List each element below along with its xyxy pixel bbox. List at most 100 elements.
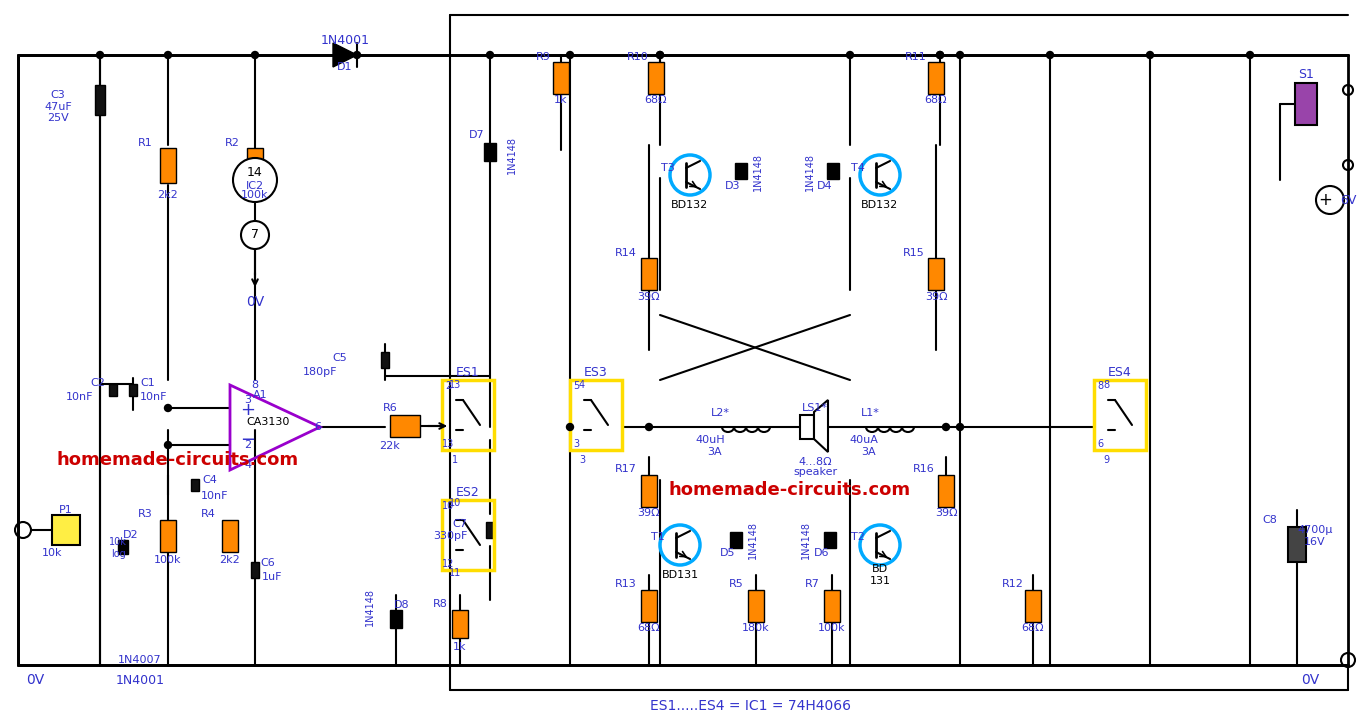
Text: 3: 3 — [572, 439, 579, 449]
Text: BD131: BD131 — [661, 570, 698, 580]
Text: BD
131: BD 131 — [870, 564, 891, 586]
Bar — [1094, 380, 1146, 450]
Text: ES2: ES2 — [456, 486, 479, 499]
Bar — [570, 380, 622, 450]
Circle shape — [486, 51, 493, 59]
Text: 3: 3 — [245, 395, 251, 405]
Circle shape — [847, 51, 854, 59]
Text: 10nF: 10nF — [201, 491, 228, 501]
Text: 1N4148: 1N4148 — [749, 521, 758, 559]
Text: 4: 4 — [579, 380, 585, 390]
Bar — [117, 540, 128, 554]
Circle shape — [97, 51, 104, 59]
Circle shape — [567, 424, 574, 431]
Text: 2: 2 — [445, 381, 451, 391]
Text: C1: C1 — [141, 378, 156, 388]
Text: 10nF: 10nF — [141, 392, 168, 402]
Text: 6V: 6V — [1340, 193, 1356, 206]
Text: 25V: 25V — [46, 113, 68, 123]
Text: S1: S1 — [1298, 69, 1314, 82]
Polygon shape — [333, 43, 357, 67]
Text: 16V: 16V — [1305, 537, 1326, 547]
Circle shape — [956, 424, 963, 431]
Text: 1: 1 — [452, 455, 458, 465]
Text: LS1*: LS1* — [802, 403, 828, 413]
Text: R6: R6 — [382, 403, 398, 413]
Circle shape — [657, 51, 664, 59]
Text: 13: 13 — [449, 380, 462, 390]
Text: R5: R5 — [728, 579, 743, 589]
Text: −: − — [240, 431, 255, 449]
Bar — [735, 163, 747, 179]
Circle shape — [1146, 51, 1153, 59]
Text: 1N4148: 1N4148 — [365, 588, 376, 626]
Text: R14: R14 — [615, 248, 637, 258]
Text: R3: R3 — [138, 509, 153, 519]
Text: 11: 11 — [449, 568, 462, 578]
Text: C4: C4 — [202, 475, 217, 485]
Text: 13: 13 — [441, 439, 454, 449]
Text: 6: 6 — [314, 422, 321, 432]
Circle shape — [943, 424, 949, 431]
Text: 10k: 10k — [42, 548, 63, 558]
Circle shape — [354, 51, 361, 59]
Bar — [223, 520, 238, 552]
Text: L1*: L1* — [861, 408, 880, 418]
Text: D1: D1 — [337, 62, 352, 72]
Text: 330pF: 330pF — [433, 531, 467, 541]
Text: R13: R13 — [615, 579, 637, 589]
Text: 10k
log: 10k log — [109, 537, 127, 559]
Bar — [486, 522, 494, 538]
Text: R16: R16 — [912, 464, 934, 474]
Text: 2k2: 2k2 — [220, 555, 240, 565]
Bar — [928, 62, 944, 94]
Text: R9: R9 — [535, 52, 550, 62]
Text: T3: T3 — [661, 163, 675, 173]
Text: 39Ω: 39Ω — [925, 292, 947, 302]
Circle shape — [164, 442, 172, 448]
Text: ES4: ES4 — [1108, 366, 1132, 379]
Bar — [443, 500, 494, 570]
Text: R4: R4 — [201, 509, 216, 519]
Bar — [824, 532, 836, 548]
Text: C6: C6 — [261, 558, 276, 568]
Bar — [1024, 590, 1041, 622]
Text: 100k: 100k — [818, 623, 846, 633]
Text: 10: 10 — [449, 498, 462, 508]
Bar — [381, 352, 389, 368]
Bar — [800, 415, 814, 439]
Text: 22k: 22k — [380, 441, 400, 451]
Text: 4...8Ω: 4...8Ω — [798, 457, 832, 467]
Text: D5: D5 — [720, 548, 736, 558]
Text: 4: 4 — [245, 460, 251, 470]
Text: 1N4007: 1N4007 — [119, 655, 161, 665]
Bar — [109, 384, 117, 396]
Bar — [96, 85, 105, 115]
Text: T2: T2 — [851, 532, 865, 542]
Text: 68Ω: 68Ω — [645, 95, 668, 105]
Text: 0V: 0V — [246, 295, 264, 309]
Text: T4: T4 — [851, 163, 865, 173]
Text: CA3130: CA3130 — [246, 417, 290, 427]
Text: 12: 12 — [441, 559, 454, 569]
Text: D2: D2 — [123, 530, 139, 540]
Text: +: + — [1318, 191, 1332, 209]
Circle shape — [240, 221, 269, 249]
Text: 4700μ: 4700μ — [1298, 525, 1333, 535]
Text: R1: R1 — [138, 138, 153, 148]
Circle shape — [567, 51, 574, 59]
Bar — [52, 515, 81, 545]
Circle shape — [164, 405, 172, 411]
Bar — [128, 384, 137, 396]
Text: homemade-circuits.com: homemade-circuits.com — [57, 451, 299, 469]
Text: 39Ω: 39Ω — [638, 292, 660, 302]
Bar — [452, 610, 469, 638]
Text: T1: T1 — [652, 532, 665, 542]
Bar — [729, 532, 742, 548]
Text: 2: 2 — [245, 440, 251, 450]
Bar — [160, 520, 176, 552]
Text: C8: C8 — [1262, 515, 1277, 525]
Text: ES1: ES1 — [456, 366, 479, 379]
Bar — [443, 380, 494, 450]
Circle shape — [164, 51, 172, 59]
